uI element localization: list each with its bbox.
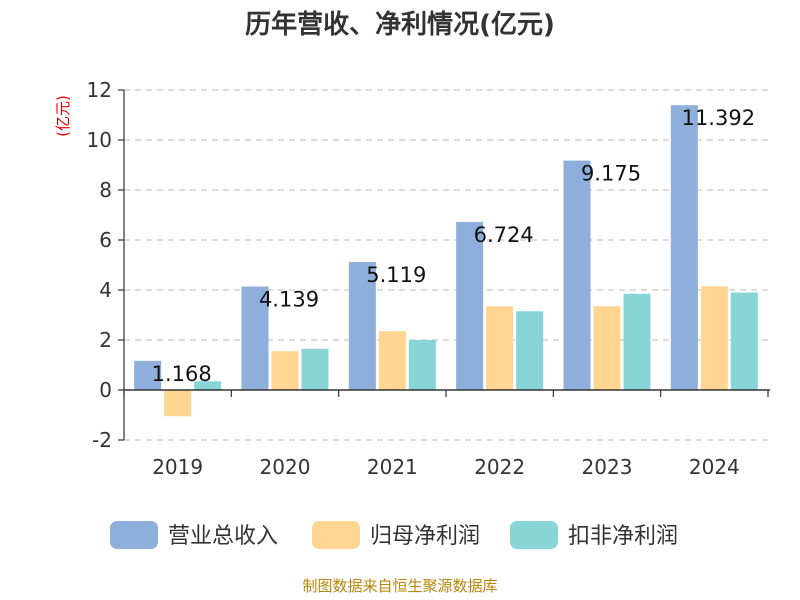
bar-营业总收入-2019 (134, 360, 162, 390)
legend-item[interactable]: 扣非净利润 (510, 521, 678, 549)
data-labels: 1.168 4.139 5.119 6.724 9.175 11.392 (152, 106, 755, 386)
data-label: 5.119 (366, 263, 426, 287)
grid (124, 89, 768, 441)
bar-营业总收入-2020 (241, 286, 269, 390)
y-tick-label: 12 (87, 78, 112, 102)
bar-归母净利润-2020 (271, 351, 299, 390)
data-label: 11.392 (682, 106, 755, 130)
bar-归母净利润-2019 (164, 390, 192, 417)
legend-label: 归母净利润 (370, 524, 480, 549)
bar-营业总收入-2023 (563, 160, 591, 390)
legend-swatch (312, 521, 360, 549)
x-tick-label: 2024 (689, 455, 740, 479)
bar-归母净利润-2023 (593, 306, 621, 390)
x-tick-label: 2022 (474, 455, 525, 479)
bar-归母净利润-2024 (700, 286, 728, 390)
data-label: 4.139 (259, 288, 319, 312)
y-tick-label: 6 (99, 228, 112, 252)
y-tick-label: 10 (87, 128, 112, 152)
bar-扣非净利润-2022 (516, 311, 544, 390)
legend-label: 营业总收入 (168, 524, 278, 549)
bar-归母净利润-2021 (378, 331, 406, 390)
chart-title: 历年营收、净利情况(亿元) (245, 9, 555, 40)
data-label: 6.724 (474, 223, 534, 247)
x-tick-label: 2021 (367, 455, 418, 479)
legend-item[interactable]: 营业总收入 (110, 521, 278, 549)
bar-归母净利润-2022 (486, 306, 514, 390)
x-tick-label: 2019 (152, 455, 203, 479)
y-tick-label: 0 (99, 378, 112, 402)
bar-营业总收入-2022 (456, 221, 484, 390)
bar-营业总收入-2024 (670, 105, 698, 390)
x-tick-label: 2023 (582, 455, 633, 479)
legend-swatch (510, 521, 558, 549)
source-note: 制图数据来自恒生聚源数据库 (302, 577, 497, 595)
y-tick-label: 4 (99, 278, 112, 302)
x-tick-label: 2020 (260, 455, 311, 479)
bar-营业总收入-2021 (348, 262, 376, 390)
legend: 营业总收入 归母净利润 扣非净利润 (110, 521, 678, 549)
data-label: 1.168 (152, 362, 212, 386)
y-tick-label: 8 (99, 178, 112, 202)
bar-扣非净利润-2021 (408, 340, 436, 390)
bar-扣非净利润-2019 (194, 381, 222, 390)
axes: 12 10 8 6 4 2 0 -2 2019 2020 2021 2022 2023 2024 (87, 78, 770, 479)
y-tick-label: -2 (92, 428, 112, 452)
legend-swatch (110, 521, 158, 549)
legend-label: 扣非净利润 (568, 524, 678, 549)
y-tick-label: 2 (99, 328, 112, 352)
bar-扣非净利润-2020 (301, 348, 329, 390)
bar-扣非净利润-2023 (623, 293, 651, 390)
bar-扣非净利润-2024 (730, 292, 758, 390)
data-label: 9.175 (581, 162, 641, 186)
y-axis-label: (亿元) (54, 95, 72, 137)
legend-item[interactable]: 归母净利润 (312, 521, 480, 549)
bars (134, 105, 758, 417)
